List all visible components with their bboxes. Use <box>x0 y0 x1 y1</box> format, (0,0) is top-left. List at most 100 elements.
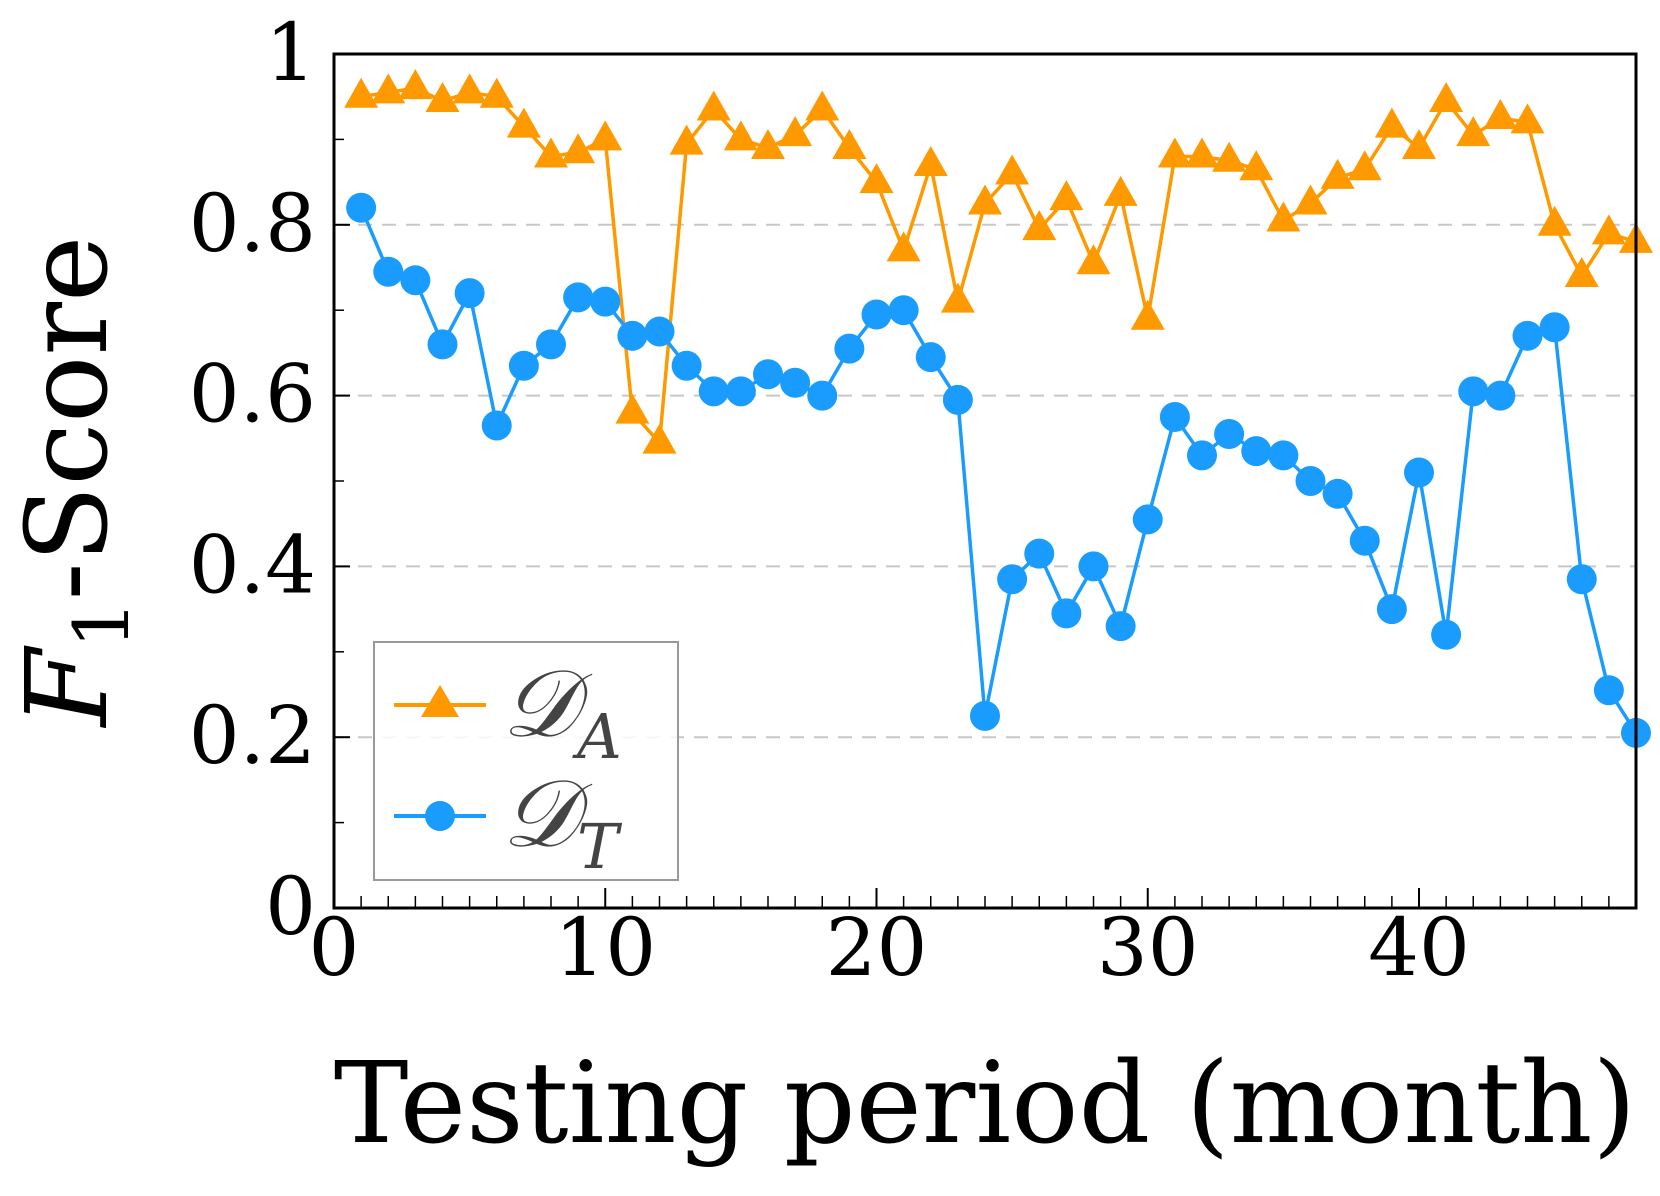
data-point <box>1159 401 1190 432</box>
data-point <box>832 128 867 159</box>
y-tick-label: 0 <box>265 860 316 953</box>
data-point <box>940 282 975 313</box>
data-point <box>968 184 1002 215</box>
data-point <box>373 256 404 287</box>
series-A <box>344 69 1653 454</box>
data-point <box>1239 150 1274 181</box>
data-point <box>886 231 921 262</box>
y-axis-label-sub: 1 <box>57 600 146 648</box>
data-point <box>669 124 704 155</box>
data-point <box>1295 466 1326 496</box>
x-tick-label: 40 <box>1368 901 1470 994</box>
y-tick-label: 0.4 <box>189 518 316 611</box>
data-point <box>942 384 973 415</box>
data-point <box>1510 103 1545 134</box>
data-point <box>834 333 865 364</box>
data-point <box>479 77 514 108</box>
data-point <box>1214 419 1245 450</box>
data-point <box>400 265 431 296</box>
data-point <box>588 120 623 151</box>
data-point <box>671 350 702 381</box>
data-point <box>1483 99 1518 130</box>
data-point <box>1322 478 1353 509</box>
data-point <box>563 282 594 313</box>
data-point <box>1458 376 1489 407</box>
data-point <box>1512 320 1543 351</box>
data-point <box>1374 107 1409 138</box>
data-point <box>1349 525 1380 556</box>
data-point <box>997 564 1028 595</box>
data-point <box>427 329 458 360</box>
data-point <box>1485 380 1516 411</box>
y-tick-label: 0.2 <box>189 689 316 782</box>
data-point <box>1566 564 1597 595</box>
data-point <box>970 700 1000 731</box>
data-point <box>425 81 460 112</box>
data-point <box>725 376 756 407</box>
data-point <box>561 133 596 164</box>
data-point <box>1429 81 1464 112</box>
data-point <box>1187 440 1217 471</box>
legend-label-t-sub: T <box>577 810 623 883</box>
data-point <box>915 342 946 373</box>
y-tick-label: 0.6 <box>189 348 316 441</box>
data-point <box>1103 175 1138 206</box>
data-point <box>780 367 811 398</box>
data-point <box>615 393 650 424</box>
data-point <box>778 116 813 147</box>
data-point <box>1076 244 1111 275</box>
data-point <box>642 423 677 454</box>
data-point <box>452 73 487 104</box>
x-tick-label: 20 <box>826 901 928 994</box>
data-point <box>1022 210 1057 241</box>
data-point <box>696 90 731 121</box>
y-axis-label: F1-Score <box>3 236 146 729</box>
data-point <box>454 278 485 309</box>
data-point <box>913 146 948 177</box>
data-point <box>1564 257 1599 288</box>
legend-marker-a <box>421 685 459 717</box>
data-point <box>346 192 377 223</box>
y-axis-label-rest: -Score <box>3 236 133 601</box>
data-point <box>1185 137 1219 168</box>
data-point <box>1537 205 1572 236</box>
data-point <box>506 107 541 138</box>
data-point <box>1212 141 1247 172</box>
data-point <box>1132 504 1163 535</box>
data-point <box>617 320 648 351</box>
gridlines <box>334 223 1636 739</box>
series-layer <box>344 69 1653 748</box>
data-point <box>995 154 1030 185</box>
data-point <box>1593 675 1624 706</box>
data-point <box>1268 440 1299 471</box>
data-point <box>1049 180 1084 211</box>
x-axis-label: Testing period (month) <box>334 1039 1636 1169</box>
data-point <box>1320 158 1355 189</box>
data-point <box>859 163 894 194</box>
data-point <box>1402 128 1436 159</box>
x-tick-label: 0 <box>309 901 360 994</box>
data-point <box>805 90 840 121</box>
y-tick-label: 1 <box>265 6 316 99</box>
x-tick-label: 10 <box>554 901 656 994</box>
legend-label-a-sub: A <box>572 700 622 773</box>
data-point <box>1130 299 1165 330</box>
data-point <box>371 73 406 104</box>
data-point <box>751 128 785 159</box>
y-tick-label: 0.8 <box>189 177 316 270</box>
data-point <box>861 299 892 330</box>
data-point <box>1404 457 1434 488</box>
data-point <box>807 380 838 411</box>
data-point <box>1539 312 1570 343</box>
data-point <box>1024 538 1055 569</box>
data-point <box>1376 594 1407 625</box>
data-point <box>398 69 433 100</box>
data-point <box>644 316 675 347</box>
data-point <box>508 350 539 381</box>
legend: 𝒟A 𝒟T <box>373 641 679 883</box>
data-point <box>1266 201 1301 232</box>
data-point <box>590 286 621 317</box>
data-point <box>723 120 758 151</box>
data-point <box>1293 184 1328 215</box>
